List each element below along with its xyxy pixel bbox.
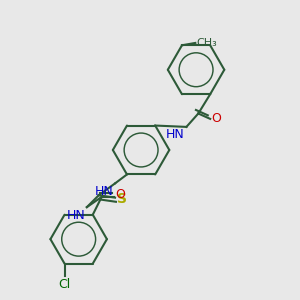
Text: HN: HN bbox=[95, 185, 114, 198]
Text: HN: HN bbox=[67, 208, 86, 222]
Text: Cl: Cl bbox=[58, 278, 71, 292]
Text: O: O bbox=[115, 188, 125, 201]
Text: HN: HN bbox=[166, 128, 185, 141]
Text: O: O bbox=[212, 112, 221, 125]
Text: S: S bbox=[117, 192, 127, 206]
Text: CH₃: CH₃ bbox=[197, 38, 218, 48]
